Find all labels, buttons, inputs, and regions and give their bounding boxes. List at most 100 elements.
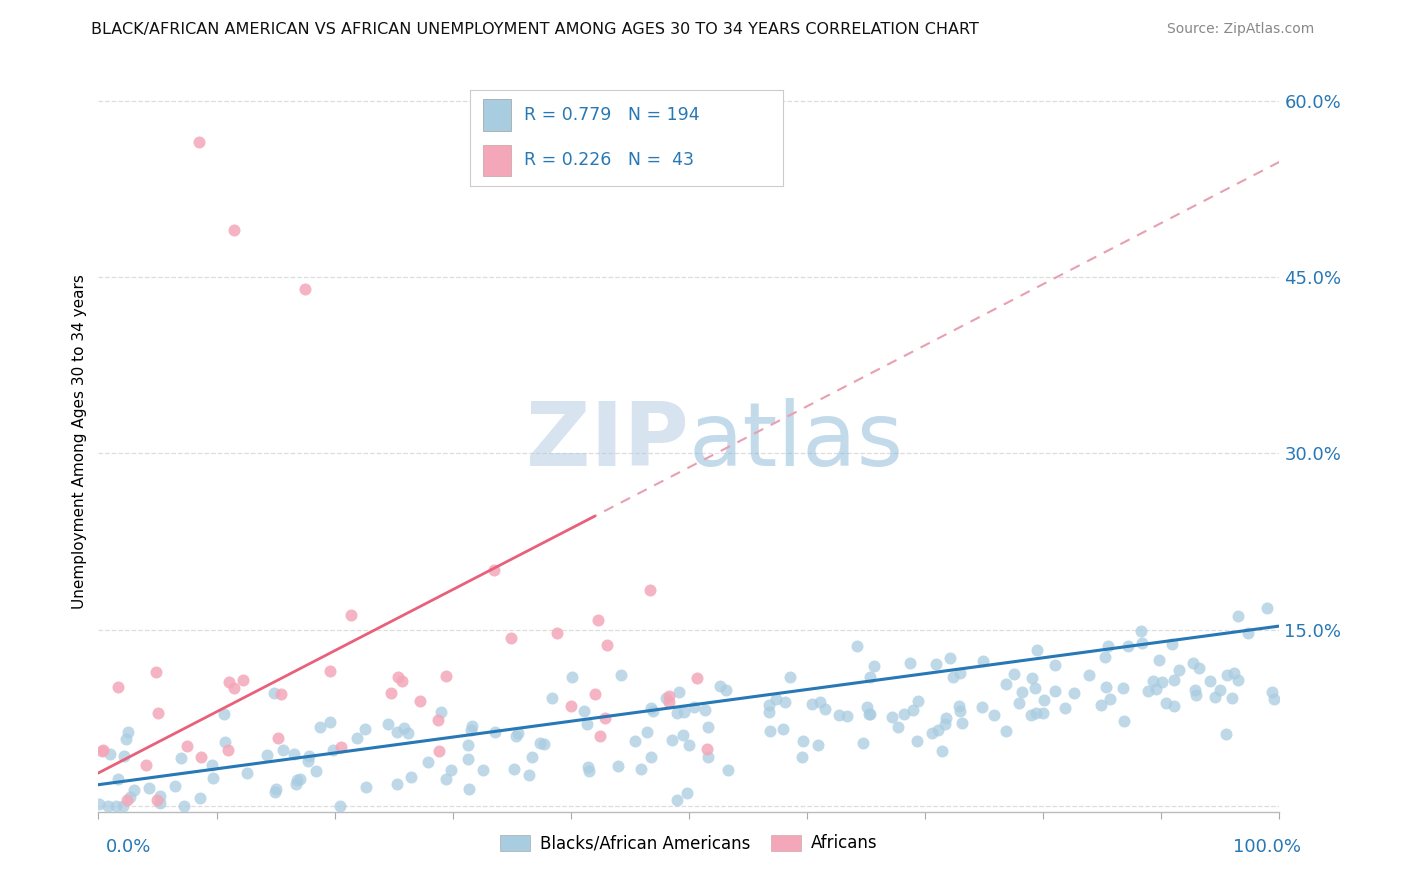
Point — [900, 656, 922, 670]
Point — [772, 722, 794, 736]
Point — [1215, 727, 1237, 741]
Text: BLACK/AFRICAN AMERICAN VS AFRICAN UNEMPLOYMENT AMONG AGES 30 TO 34 YEARS CORRELA: BLACK/AFRICAN AMERICAN VS AFRICAN UNEMPL… — [91, 22, 979, 37]
Point — [1008, 696, 1031, 710]
Point — [117, 725, 139, 739]
Point — [1168, 663, 1191, 677]
Point — [1222, 666, 1244, 681]
Point — [522, 749, 544, 764]
Point — [1263, 692, 1285, 706]
Point — [792, 733, 814, 747]
Point — [1129, 624, 1152, 638]
Point — [859, 706, 882, 721]
Point — [665, 706, 688, 721]
Point — [1130, 636, 1153, 650]
Point — [658, 695, 681, 709]
Point — [972, 654, 994, 668]
Point — [267, 731, 290, 745]
Point — [765, 692, 787, 706]
Point — [112, 748, 135, 763]
Point — [623, 734, 645, 748]
Point — [505, 729, 527, 743]
Point — [115, 731, 138, 746]
Point — [340, 608, 363, 623]
Point — [950, 716, 973, 731]
Point — [224, 681, 246, 695]
Point — [391, 673, 413, 688]
Point — [214, 735, 236, 749]
Point — [828, 708, 851, 723]
Point — [264, 782, 287, 797]
Point — [758, 723, 780, 738]
Point — [546, 626, 568, 640]
Point — [775, 695, 797, 709]
Point — [354, 722, 377, 736]
Point — [91, 744, 114, 758]
Point — [758, 706, 780, 720]
Point — [586, 613, 609, 627]
Point — [1147, 653, 1170, 667]
Point — [1099, 691, 1122, 706]
Point — [636, 725, 658, 739]
Point — [880, 709, 903, 723]
Point — [1097, 639, 1119, 653]
Point — [1142, 674, 1164, 689]
Point — [630, 762, 652, 776]
Point — [1053, 700, 1076, 714]
Point — [862, 659, 884, 673]
Point — [658, 689, 681, 703]
Point — [426, 713, 449, 727]
Point — [484, 725, 506, 739]
Point — [856, 700, 879, 714]
Point — [887, 720, 910, 734]
Point — [640, 583, 662, 598]
Point — [905, 734, 928, 748]
Point — [925, 657, 948, 671]
Point — [696, 749, 718, 764]
Point — [927, 723, 949, 737]
Point — [502, 762, 524, 776]
Point — [111, 798, 134, 813]
Point — [173, 798, 195, 813]
Point — [837, 709, 859, 723]
Point — [814, 702, 837, 716]
Point — [561, 670, 583, 684]
Point — [399, 771, 422, 785]
Point — [1090, 698, 1112, 712]
Point — [304, 764, 326, 778]
Point — [430, 705, 453, 719]
Point — [685, 672, 707, 686]
Point — [212, 706, 235, 721]
Point — [1045, 657, 1067, 672]
Point — [418, 755, 440, 769]
Point — [1024, 681, 1046, 695]
Point — [201, 758, 224, 772]
Point — [285, 773, 308, 788]
Point — [1094, 649, 1116, 664]
Point — [385, 724, 408, 739]
Point — [758, 698, 780, 712]
Point — [676, 786, 699, 800]
Point — [285, 776, 308, 790]
Point — [107, 680, 129, 694]
Point — [1216, 668, 1239, 682]
Point — [501, 631, 523, 645]
Point — [655, 690, 678, 705]
Point — [1185, 688, 1208, 702]
Point — [135, 757, 157, 772]
Point — [91, 743, 114, 757]
Point — [672, 728, 695, 742]
Point — [1220, 690, 1243, 705]
Point — [298, 748, 321, 763]
Point — [1078, 667, 1101, 681]
Point — [1163, 699, 1185, 714]
Point — [931, 743, 953, 757]
Point — [1209, 682, 1232, 697]
Point — [517, 768, 540, 782]
Point — [1144, 682, 1167, 697]
Point — [661, 733, 683, 747]
Point — [1150, 674, 1173, 689]
Point — [1112, 681, 1135, 695]
Point — [529, 736, 551, 750]
Point — [949, 665, 972, 680]
Point — [1032, 692, 1054, 706]
